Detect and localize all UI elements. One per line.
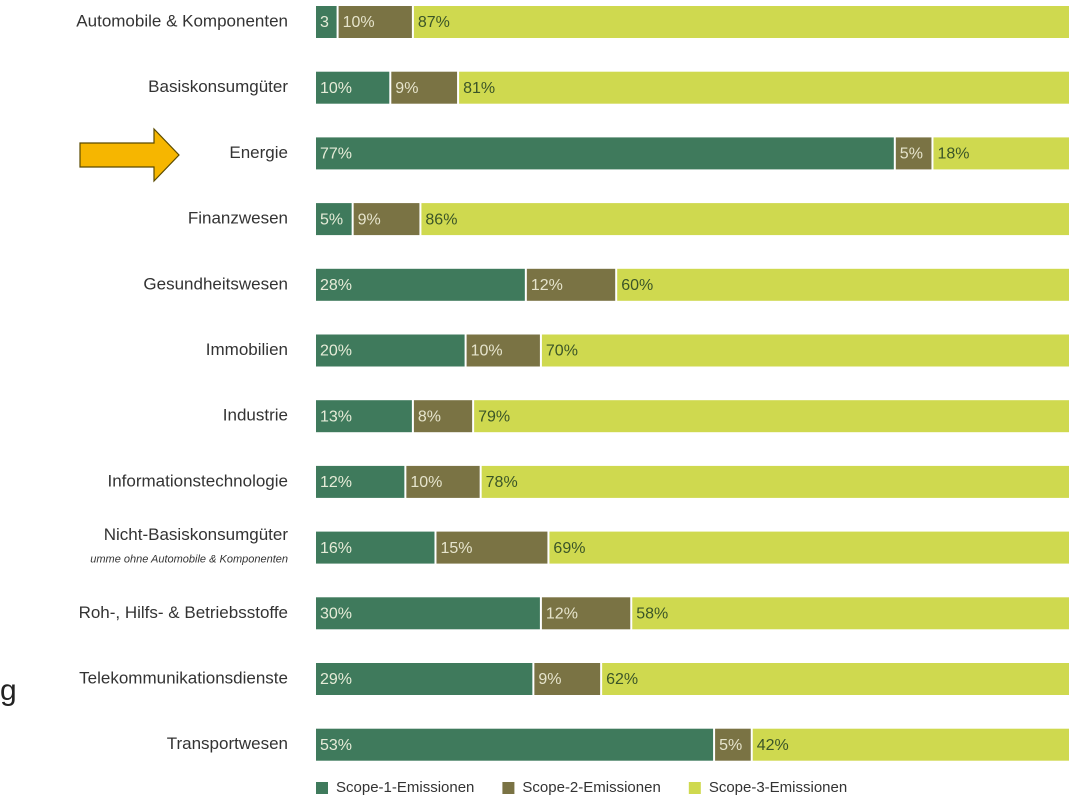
value-label: 5% — [900, 146, 923, 163]
bar-segment — [338, 6, 412, 38]
y-tick-label: Basiskonsumgüter — [148, 77, 288, 96]
bar-segment — [316, 334, 465, 367]
value-label: 62% — [606, 671, 638, 688]
value-label: 30% — [320, 606, 352, 623]
bar-segment — [316, 6, 337, 38]
value-label: 12% — [531, 277, 563, 294]
y-tick-label: Gesundheitswesen — [143, 274, 288, 293]
y-tick-label: Automobile & Komponenten — [76, 11, 288, 30]
bar-segment — [353, 203, 420, 236]
bar-segment — [316, 728, 714, 761]
legend-label: Scope-3-Emissionen — [709, 779, 847, 796]
bar-segment — [316, 465, 405, 498]
y-tick-label: Immobilien — [206, 340, 288, 359]
value-label: 16% — [320, 540, 352, 557]
value-label: 10% — [320, 80, 352, 97]
value-label: 58% — [636, 606, 668, 623]
bar-segment — [466, 334, 540, 367]
value-label: 9% — [538, 671, 561, 688]
value-label: 29% — [320, 671, 352, 688]
legend-swatch — [502, 782, 515, 794]
category-note: umme ohne Automobile & Komponenten — [90, 554, 288, 566]
value-label: 86% — [425, 211, 457, 228]
y-tick-label: Finanzwesen — [188, 209, 288, 228]
y-tick-label: Roh-, Hilfs- & Betriebsstoffe — [79, 603, 288, 622]
bar-segment — [541, 597, 631, 630]
value-label: 10% — [471, 343, 503, 360]
bar-segment — [526, 268, 616, 301]
value-label: 10% — [343, 14, 375, 31]
bar-segment — [534, 663, 601, 695]
bar-segment — [459, 71, 1069, 104]
bar-segment — [632, 597, 1069, 630]
value-label: 9% — [395, 80, 418, 97]
bar-segment — [316, 203, 352, 236]
y-tick-label: Industrie — [223, 406, 288, 425]
bar-segment — [474, 400, 1069, 433]
value-label: 78% — [486, 474, 518, 491]
value-label: 10% — [410, 474, 442, 491]
y-tick-label: Transportwesen — [167, 734, 288, 753]
bar-segment — [421, 203, 1069, 236]
legend-swatch — [688, 782, 701, 794]
value-label: 9% — [358, 211, 381, 228]
value-label: 5% — [320, 211, 343, 228]
value-label: 15% — [440, 540, 472, 557]
bar-segment — [549, 531, 1069, 564]
arrow — [79, 127, 180, 183]
bar-segment — [316, 137, 894, 170]
value-label: 12% — [546, 606, 578, 623]
bar-segment — [316, 268, 525, 301]
value-label: 87% — [418, 14, 450, 31]
value-label: 77% — [320, 146, 352, 163]
bar-segment — [316, 71, 390, 104]
value-label: 5% — [719, 737, 742, 754]
legend-label: Scope-2-Emissionen — [522, 779, 660, 796]
bar-segment — [541, 334, 1069, 367]
legend-label: Scope-1-Emissionen — [336, 779, 474, 796]
bar-segment — [391, 71, 458, 104]
bar-segment — [752, 728, 1069, 761]
value-label: 18% — [937, 146, 969, 163]
bar-segment — [413, 6, 1069, 38]
y-tick-label: Energie — [229, 143, 288, 162]
bar-segment — [316, 400, 412, 433]
annotation: g — [0, 674, 17, 707]
bar-segment — [316, 597, 540, 630]
value-label: 60% — [621, 277, 653, 294]
value-label: 20% — [320, 343, 352, 360]
value-label: 42% — [757, 737, 789, 754]
bar-segment — [602, 663, 1069, 695]
y-tick-label: Nicht-Basiskonsumgüter — [104, 525, 289, 544]
value-label: 12% — [320, 474, 352, 491]
bar-segment — [406, 465, 480, 498]
value-label: 28% — [320, 277, 352, 294]
legend-swatch — [316, 782, 328, 794]
value-label: 69% — [553, 540, 585, 557]
value-label: 79% — [478, 408, 510, 425]
value-label: 81% — [463, 80, 495, 97]
bar-segment — [316, 531, 435, 564]
bar-segment — [481, 465, 1069, 498]
value-label: 13% — [320, 408, 352, 425]
value-label: 8% — [418, 408, 441, 425]
value-label: 70% — [546, 343, 578, 360]
value-label: 3 — [320, 14, 329, 31]
y-tick-label: Telekommunikationsdienste — [79, 668, 288, 687]
bar-segment — [617, 268, 1069, 301]
bar-segment — [413, 400, 473, 433]
y-tick-label: Informationstechnologie — [107, 471, 288, 490]
bar-segment — [316, 663, 533, 695]
bar-segment — [436, 531, 548, 564]
bar-segment — [895, 137, 932, 170]
bar-segment — [933, 137, 1069, 170]
value-label: 53% — [320, 737, 352, 754]
bar-segment — [715, 728, 751, 761]
